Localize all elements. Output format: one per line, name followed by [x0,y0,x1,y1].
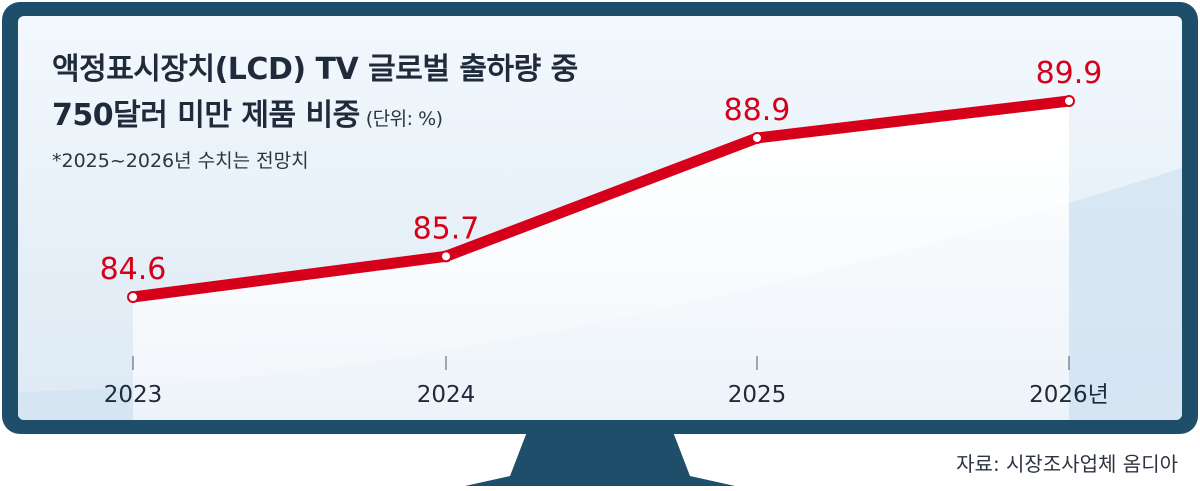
data-point [127,291,139,303]
x-tick-label: 2023 [104,382,163,408]
x-tick-label: 2025 [728,382,787,408]
chart-title-line-1: 액정표시장치(LCD) TV 글로벌 출하량 중 [52,52,578,87]
data-point [440,250,452,263]
source-credit: 자료: 시장조사업체 옴디아 [956,452,1178,476]
data-point [1063,95,1075,107]
chart-title-line-2-text: 750달러 미만 제품 비중 [52,98,360,133]
area-under-line [133,101,1069,420]
tv-stand [465,424,735,486]
unit-label: (단위: %) [365,108,443,130]
series-line [127,95,1075,303]
data-point-markers [127,95,1075,303]
x-tick-label: 2026년 [1029,382,1109,408]
data-labels: 84.6 85.7 88.9 89.9 [100,56,1103,287]
data-label: 89.9 [1036,56,1103,91]
data-point [751,131,763,144]
x-axis-ticks [132,356,1070,370]
data-label: 88.9 [724,93,791,128]
chart-title-line-2: 750달러 미만 제품 비중 (단위: %) [52,90,443,134]
data-label: 85.7 [413,211,480,246]
x-axis-labels: 2023 2024 2025 2026년 [104,382,1109,408]
data-label: 84.6 [100,252,167,287]
x-tick-label: 2024 [417,382,476,408]
forecast-note: *2025~2026년 수치는 전망치 [52,150,309,172]
